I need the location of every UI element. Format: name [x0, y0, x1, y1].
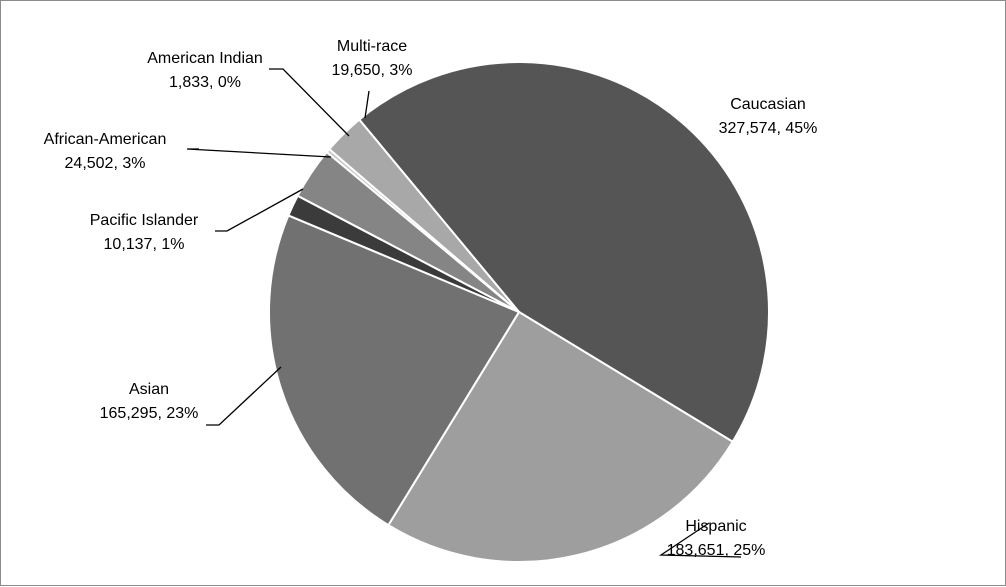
slice-labels: Caucasian 327,574, 45% Hispanic 183,651, 25… [44, 38, 818, 559]
slice-label-name-pacific-islander: Pacific Islander [90, 212, 199, 229]
slice-label-name-caucasian: Caucasian [730, 96, 806, 113]
slice-label-value-multi-race: 19,650, 3% [332, 62, 413, 79]
slice-label-name-asian: Asian [129, 381, 169, 398]
slice-label-value-pacific-islander: 10,137, 1% [104, 236, 185, 253]
leader-line-hispanic [658, 522, 742, 558]
pie-slice-asian [268, 214, 521, 527]
pie-slices [268, 61, 770, 563]
slice-label-name-multi-race: Multi-race [337, 38, 407, 55]
leader-line-pacific-islander [215, 188, 304, 232]
slice-label-value-hispanic: 183,651, 25% [667, 542, 766, 559]
slice-label-name-hispanic: Hispanic [685, 518, 746, 535]
leader-line-multi-race [364, 90, 370, 119]
slice-label-value-african-american: 24,502, 3% [65, 155, 146, 172]
leader-line-asian [206, 366, 282, 426]
slice-label-value-american-indian: 1,833, 0% [169, 74, 241, 91]
pie-slice-hispanic [386, 310, 735, 563]
leader-lines [186, 68, 742, 558]
leader-line-african-american [186, 148, 332, 158]
slice-label-name-american-indian: American Indian [147, 50, 263, 67]
leader-line-american-indian [269, 68, 350, 137]
slice-label-value-asian: 165,295, 23% [100, 405, 199, 422]
pie-slice-caucasian [357, 61, 770, 444]
pie-slice-multi-race [327, 118, 520, 313]
slice-label-value-caucasian: 327,574, 45% [719, 120, 818, 137]
slice-label-name-african-american: African-American [44, 131, 167, 148]
